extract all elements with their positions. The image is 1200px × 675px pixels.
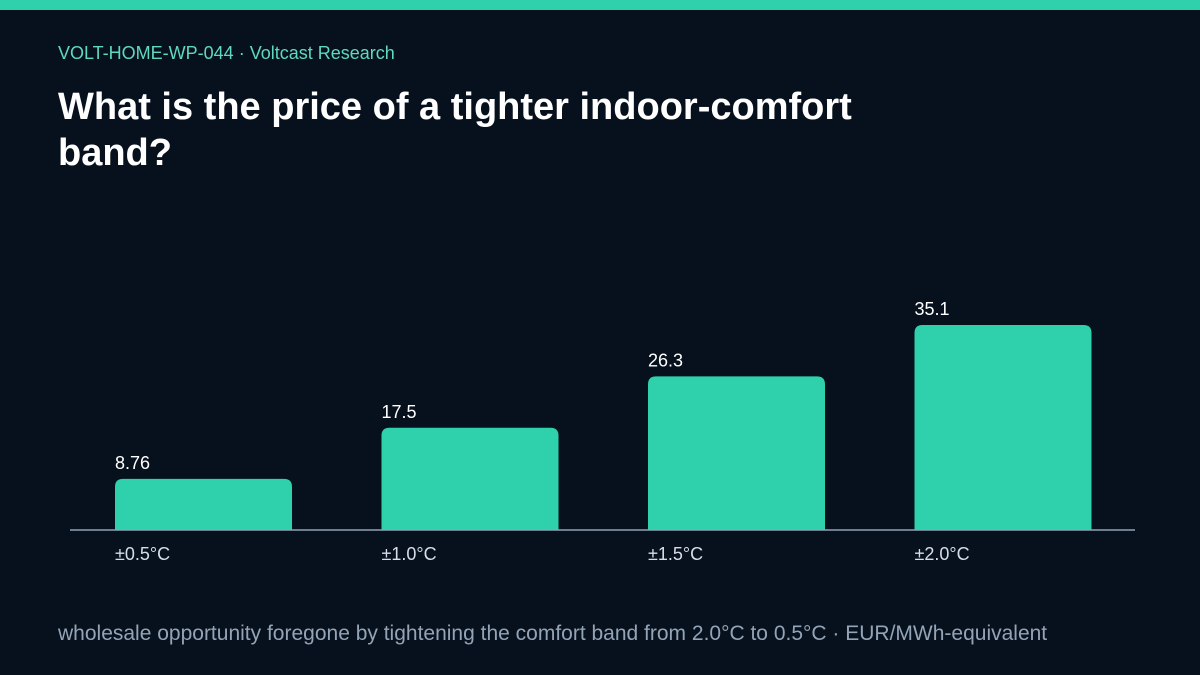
value-label-1: 8.76 — [115, 453, 150, 473]
value-label-2: 17.5 — [382, 402, 417, 422]
report-eyebrow: VOLT-HOME-WP-044 · Voltcast Research — [58, 43, 395, 63]
bar-4 — [914, 325, 1092, 530]
category-label-1: ±0.5°C — [115, 544, 170, 564]
bar-1 — [115, 478, 292, 530]
category-label-4: ±2.0°C — [915, 544, 970, 564]
chart-title: What is the price of a tighter indoor-co… — [58, 86, 852, 174]
value-label-4: 35.1 — [915, 299, 950, 319]
category-label-3: ±1.5°C — [648, 544, 703, 564]
bars-layer — [115, 325, 1092, 530]
labels-layer: 8.76 ±0.5°C 17.5 ±1.0°C 26.3 ±1.5°C 35.1 ±2.0°C — [115, 299, 970, 564]
accent-top-bar — [0, 0, 1200, 10]
category-label-2: ±1.0°C — [382, 544, 437, 564]
value-label-3: 26.3 — [648, 350, 683, 370]
bar-2 — [381, 427, 559, 530]
bar-3 — [648, 376, 825, 530]
chart-caption: wholesale opportunity foregone by tighte… — [58, 622, 1048, 645]
